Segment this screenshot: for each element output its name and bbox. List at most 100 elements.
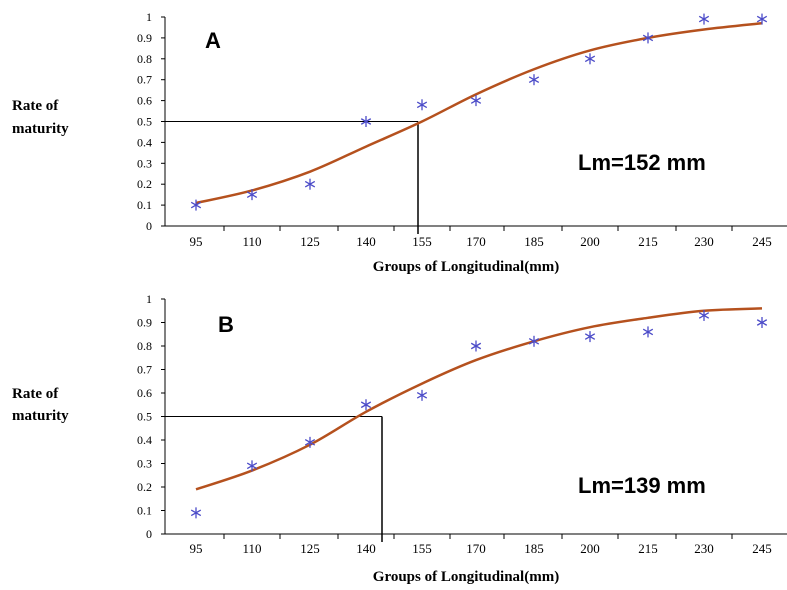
panel-a-x-tick-label: 140 (356, 234, 376, 249)
panel-a-ylabel-line2: maturity (12, 121, 69, 137)
asterisk-stroke (360, 401, 372, 409)
panel-b-observed-point (416, 389, 428, 401)
panel-a-y-tick-label: 0.5 (137, 115, 152, 129)
panel-b-x-tick-label: 185 (524, 541, 544, 556)
panel-a-observed-point (642, 32, 654, 44)
asterisk-stroke (584, 333, 596, 340)
panel-b-observed-point (642, 326, 654, 338)
panel-a-x-tick-label: 230 (694, 234, 714, 249)
asterisk-stroke (642, 328, 654, 336)
panel-b-x-tick-label: 140 (356, 541, 376, 556)
asterisk-stroke (360, 118, 372, 125)
panel-b-observed-point (470, 340, 482, 352)
asterisk-stroke (470, 97, 482, 104)
panel-a-observed-point (698, 13, 710, 25)
panel-a-x-tick-label: 245 (752, 234, 772, 249)
panel-b-ylabel-line2: maturity (12, 408, 69, 424)
asterisk-stroke (584, 55, 596, 63)
asterisk-stroke (190, 509, 202, 517)
panel-a-y-tick-label: 0.7 (137, 73, 152, 87)
panel-b-y-tick-label: 0.1 (137, 504, 152, 518)
panel-b-lm-annotation: Lm=139 mm (578, 473, 706, 498)
panel-b-y-tick-label: 1 (146, 292, 152, 306)
panel-a-observed-point (190, 199, 202, 211)
asterisk-stroke (416, 392, 428, 399)
panel-b-x-tick-label: 215 (638, 541, 658, 556)
panel-a-observed-point (584, 53, 596, 65)
panel-a-label: A (205, 28, 221, 53)
panel-b-x-tick-label: 110 (242, 541, 261, 556)
panel-b-observed-point (360, 399, 372, 411)
panel-b-y-tick-label: 0.2 (137, 480, 152, 494)
panel-a-observed-point (246, 189, 258, 201)
panel-b-x-tick-label: 95 (190, 541, 203, 556)
asterisk-stroke (756, 319, 768, 326)
asterisk-stroke (416, 101, 428, 109)
asterisk-stroke (528, 337, 540, 345)
panel-a-observed-point (304, 178, 316, 190)
panel-a-x-tick-label: 200 (580, 234, 600, 249)
panel-b-observed-point (528, 335, 540, 347)
panel-b-xlabel: Groups of Longitudinal(mm) (373, 569, 559, 585)
panel-b-y-tick-label: 0.5 (137, 410, 152, 424)
panel-a-y-tick-label: 0 (146, 219, 152, 233)
panel-b-observed-point (698, 309, 710, 321)
panel-a-ylabel-line1: Rate of (12, 98, 59, 114)
panel-b-y-tick-label: 0.9 (137, 316, 152, 330)
panel-a-y-tick-label: 1 (146, 10, 152, 24)
panel-b-y-tick-label: 0.8 (137, 339, 152, 353)
panel-a-x-tick-label: 110 (242, 234, 261, 249)
asterisk-stroke (246, 191, 258, 198)
panel-b-y-tick-label: 0.6 (137, 386, 152, 400)
asterisk-stroke (642, 34, 654, 42)
panel-a: A Rate of maturity Groups of Longitudina… (12, 28, 706, 275)
asterisk-stroke (756, 15, 768, 23)
panel-b-y-tick-label: 0.3 (137, 457, 152, 471)
panel-a-lm-annotation: Lm=152 mm (578, 150, 706, 175)
panel-b-x-tick-label: 230 (694, 541, 714, 556)
panel-a-observed-point (470, 95, 482, 107)
panel-a-x-tick-label: 215 (638, 234, 658, 249)
panel-a-y-tick-label: 0.3 (137, 156, 152, 170)
asterisk-stroke (698, 312, 710, 319)
plot-layer: 0 0.1 0.2 0.3 0.4 0.5 0.6 0.7 0.8 0.9 1 95 110 125 140… (137, 10, 787, 556)
panel-a-observed-point (360, 116, 372, 127)
panel-b-x-tick-label: 125 (300, 541, 320, 556)
panel-a-y-tick-label: 0.4 (137, 135, 152, 149)
panel-b-observed-point (304, 436, 316, 448)
asterisk-stroke (528, 76, 540, 84)
panel-b: B Rate of maturity Groups of Longitudina… (12, 312, 706, 585)
panel-b-x-tick-label: 245 (752, 541, 772, 556)
panel-a-observed-point (416, 99, 428, 111)
panel-a-x-tick-label: 95 (190, 234, 203, 249)
panel-b-x-tick-label: 200 (580, 541, 600, 556)
panel-a-fitted-curve (195, 22, 763, 205)
asterisk-stroke (304, 439, 316, 446)
panel-a-y-tick-label: 0.1 (137, 198, 152, 212)
panel-b-observed-point (756, 317, 768, 328)
panel-b-x-tick-label: 155 (412, 541, 432, 556)
panel-a-xlabel: Groups of Longitudinal(mm) (373, 259, 559, 275)
panel-b-observed-point (246, 460, 258, 472)
panel-b-observed-point (190, 507, 202, 519)
panel-a-y-tick-label: 0.8 (137, 52, 152, 66)
panel-b-x-tick-label: 170 (466, 541, 486, 556)
panel-a-observed-point (528, 74, 540, 86)
panel-a-x-tick-label: 185 (524, 234, 544, 249)
panel-a-x-tick-label: 170 (466, 234, 486, 249)
panel-b-label: B (218, 312, 234, 337)
panel-a-y-tick-label: 0.6 (137, 94, 152, 108)
asterisk-stroke (470, 342, 482, 350)
panel-a-y-tick-label: 0.9 (137, 31, 152, 45)
panel-b-observed-point (584, 331, 596, 343)
panel-a-x-tick-label: 155 (412, 234, 432, 249)
panel-a-observed-point (756, 13, 768, 25)
asterisk-stroke (246, 462, 258, 470)
asterisk-stroke (304, 180, 316, 188)
asterisk-stroke (698, 15, 710, 23)
panel-b-y-tick-label: 0.7 (137, 363, 152, 377)
panel-b-ylabel-line1: Rate of (12, 386, 59, 402)
panel-a-y-tick-label: 0.2 (137, 177, 152, 191)
panel-b-fitted-curve (195, 307, 763, 491)
